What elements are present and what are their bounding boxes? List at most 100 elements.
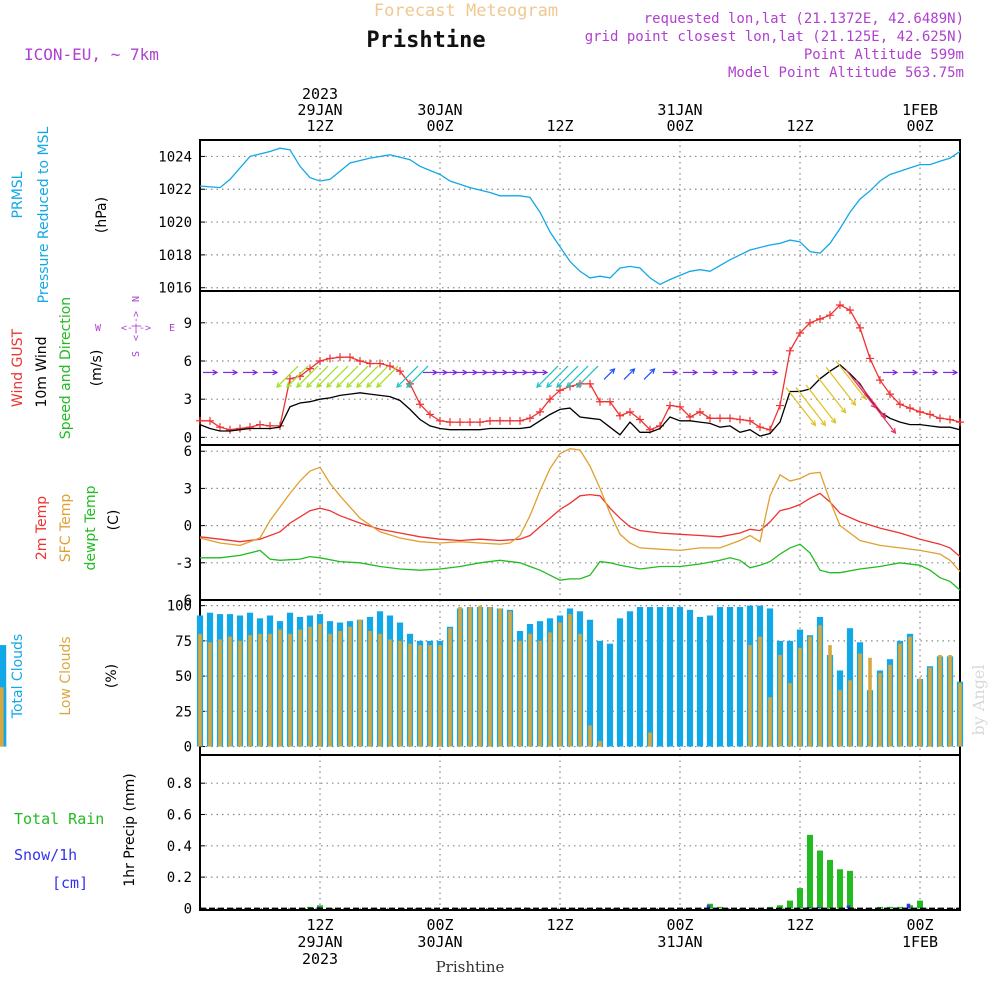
bar-low-clouds xyxy=(908,636,912,747)
bar-total-rain xyxy=(887,906,893,909)
bar-total-rain xyxy=(717,906,723,909)
bar-total-rain xyxy=(807,834,813,909)
bar-low-clouds xyxy=(498,608,502,747)
y-tick-label: 1024 xyxy=(158,149,192,165)
wind-arrow-head xyxy=(629,368,636,374)
gust-point xyxy=(516,416,524,425)
bar-low-clouds xyxy=(418,645,422,747)
bar-low-clouds xyxy=(888,664,892,747)
bar-low-clouds xyxy=(278,629,282,747)
time-label-bottom: 2023 xyxy=(302,950,338,968)
gust-point xyxy=(496,416,504,425)
gust-point xyxy=(696,407,704,416)
bar-low-clouds xyxy=(328,633,332,747)
bar-snow-1h xyxy=(706,905,711,909)
series-line-sfc-temp xyxy=(199,448,961,572)
legend-snow: Snow/1h xyxy=(14,846,77,864)
wind-arrow-head xyxy=(346,382,352,388)
wind-arrow xyxy=(556,365,579,388)
gust-point xyxy=(706,414,714,423)
wind-arrow-head xyxy=(536,382,542,388)
y-tick-label: 0.6 xyxy=(167,807,192,823)
bar-total-clouds xyxy=(606,643,614,747)
wind-arrow-head xyxy=(712,369,719,376)
bar-total-rain xyxy=(767,906,773,909)
bar-low-clouds xyxy=(598,740,602,747)
time-label-bottom: 31JAN xyxy=(657,933,702,951)
bar-low-clouds xyxy=(218,639,222,747)
wind-arrow-head xyxy=(566,382,572,388)
time-label-bottom: 00Z xyxy=(426,916,453,934)
model-altitude: Model Point Altitude 563.75m xyxy=(728,65,964,81)
panel-frame xyxy=(199,290,961,446)
wind-arrow xyxy=(623,368,635,380)
bar-total-clouds xyxy=(726,607,734,747)
model-name: ICON-EU, ~ 7km xyxy=(24,45,159,64)
bar-low-clouds xyxy=(538,640,542,747)
gust-point xyxy=(216,423,224,432)
gust-point xyxy=(486,416,494,425)
gust-point xyxy=(506,416,514,425)
bar-low-clouds xyxy=(878,673,882,747)
gust-point xyxy=(256,420,264,429)
y-tick-label: 1018 xyxy=(158,248,192,264)
y-tick-label: 75 xyxy=(175,634,192,650)
bar-low-clouds xyxy=(768,697,772,747)
wind-arrow xyxy=(855,379,886,419)
bar-total-rain xyxy=(917,900,923,909)
legend-ms: (m/s) xyxy=(89,350,105,387)
y-tick-label: 6 xyxy=(184,354,192,370)
bar-low-clouds xyxy=(588,725,592,747)
bar-total-rain xyxy=(307,906,313,909)
wind-arrow xyxy=(576,365,599,388)
panel-frame xyxy=(199,754,961,911)
wind-arrow-head xyxy=(672,369,679,376)
time-label-top: 2023 xyxy=(302,85,338,103)
bar-low-clouds xyxy=(208,642,212,747)
bar-low-clouds xyxy=(398,640,402,747)
bar-total-rain xyxy=(827,859,833,909)
bar-low-clouds xyxy=(548,632,552,747)
gust-point xyxy=(316,357,324,365)
wind-arrow-head xyxy=(272,369,279,376)
point-altitude: Point Altitude 599m xyxy=(804,47,964,63)
legend-percent: (%) xyxy=(104,664,120,688)
wind-arrow-head xyxy=(356,382,362,388)
gust-point xyxy=(856,323,864,332)
bar-low-clouds xyxy=(568,614,572,747)
legend-total-rain: Total Rain xyxy=(14,810,104,828)
bar-low-clouds xyxy=(438,645,442,747)
gust-point xyxy=(826,311,834,320)
bar-low-clouds xyxy=(238,640,242,747)
gust-point xyxy=(396,367,404,376)
gridpoint-coords: grid point closest lon,lat (21.125E, 42.… xyxy=(585,29,964,45)
bar-low-clouds xyxy=(198,633,202,747)
faded-title: Forecast Meteogram xyxy=(374,1,558,21)
panel-precip: 0 0.2 0.4 0.6 0.8 xyxy=(167,754,961,917)
time-label-bottom: 29JAN xyxy=(297,933,342,951)
bar-low-clouds xyxy=(758,636,762,747)
gust-point xyxy=(326,354,334,363)
bar-total-clouds xyxy=(616,618,624,747)
y-tick-label: 9 xyxy=(184,316,192,332)
wind-arrow-head xyxy=(316,382,322,388)
y-tick-label: 3 xyxy=(184,481,192,497)
bar-snow-1h xyxy=(816,906,821,909)
y-tick-label: 0 xyxy=(184,901,192,917)
wind-arrow-head xyxy=(556,382,562,388)
y-tick-label: 1016 xyxy=(158,281,192,297)
bar-total-clouds xyxy=(656,607,664,747)
y-tick-label: 0 xyxy=(184,740,192,756)
gust-point xyxy=(536,407,544,416)
gust-point xyxy=(436,416,444,425)
wind-arrow-head xyxy=(286,382,292,388)
gust-point xyxy=(806,318,814,327)
legend-wind-gust: Wind GUST xyxy=(10,328,26,407)
y-tick-label: 100 xyxy=(167,599,192,615)
panel-pressure: 1016 1018 1020 1022 1024 xyxy=(158,139,961,297)
wind-arrow-head xyxy=(576,382,582,388)
y-tick-label: -6 xyxy=(175,593,192,609)
bar-low-clouds xyxy=(268,633,272,747)
gust-point xyxy=(546,395,554,404)
gust-point xyxy=(476,418,484,427)
